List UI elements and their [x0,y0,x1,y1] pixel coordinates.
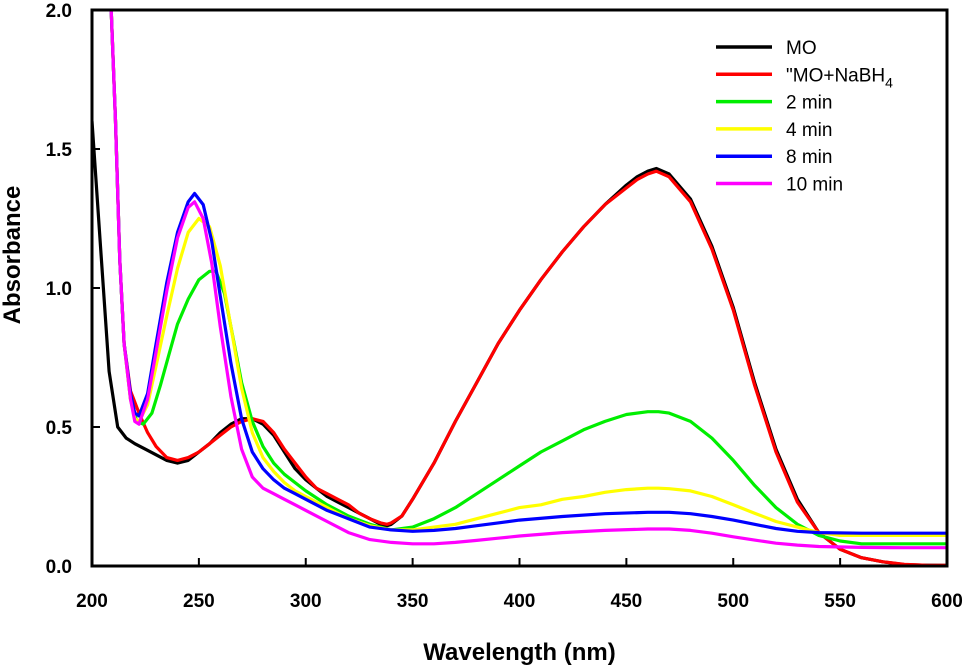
x-tick-label: 550 [824,591,856,612]
series-line-1 [109,10,947,566]
y-tick-label: 2.0 [46,1,72,22]
y-axis-title: Absorbance [0,186,26,325]
y-tick-label: 1.5 [46,140,73,161]
x-tick-label: 500 [717,591,749,612]
legend: MO "MO+NaBH4 2 min 4 min 8 min 10 min [716,38,893,196]
y-tick-label: 0.0 [46,557,72,578]
y-tick-label: 0.5 [46,418,73,439]
y-tick-label: 1.0 [46,279,72,300]
series-line-3 [109,10,947,537]
legend-label-1: "MO+NaBH4 [786,65,893,90]
x-tick-label: 450 [611,591,643,612]
series-line-2 [109,10,947,546]
legend-label-4: 8 min [786,147,832,168]
legend-label-5: 10 min [786,175,843,196]
x-axis-title: Wavelength (nm) [423,639,615,666]
x-tick-label: 250 [183,591,215,612]
x-tick-label: 400 [504,591,536,612]
legend-label-0: MO [786,38,817,59]
legend-label-2: 2 min [786,93,832,114]
series-line-4 [109,10,947,535]
x-axis: 200 250 300 350 400 450 500 550 600 [76,558,963,612]
x-tick-label: 300 [290,591,322,612]
series-line-5 [109,10,947,550]
y-axis: 0.0 0.5 1.0 1.5 2.0 [46,1,100,578]
x-tick-label: 200 [76,591,108,612]
x-tick-label: 350 [397,591,429,612]
series-layer [92,10,947,566]
x-tick-label: 600 [931,591,963,612]
legend-label-3: 4 min [786,120,832,141]
